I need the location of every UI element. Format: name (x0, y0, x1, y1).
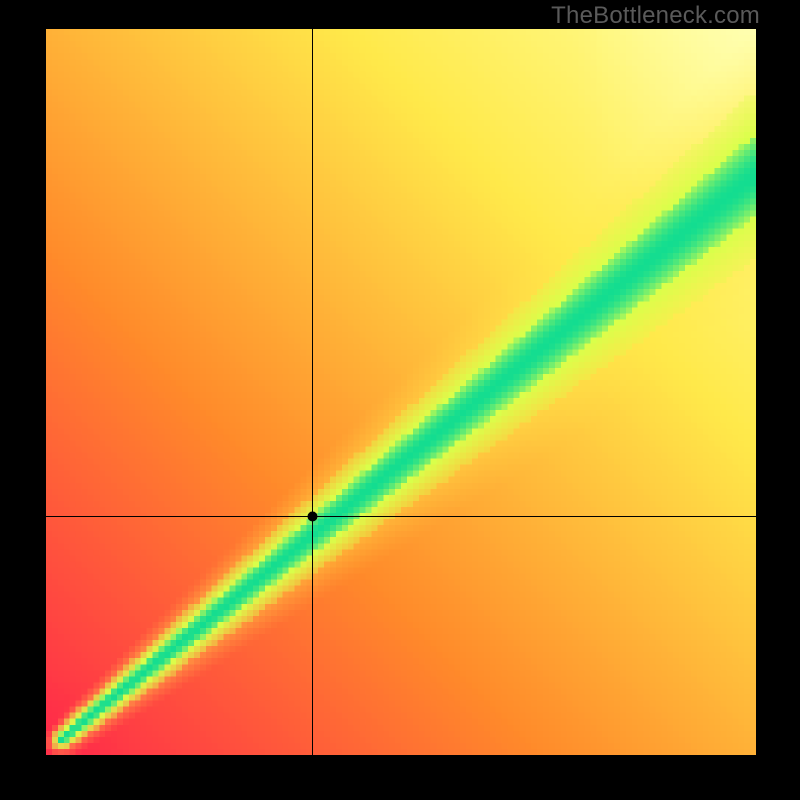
watermark-text: TheBottleneck.com (551, 2, 760, 30)
crosshair-overlay (46, 29, 756, 755)
chart-stage: TheBottleneck.com (0, 0, 800, 800)
